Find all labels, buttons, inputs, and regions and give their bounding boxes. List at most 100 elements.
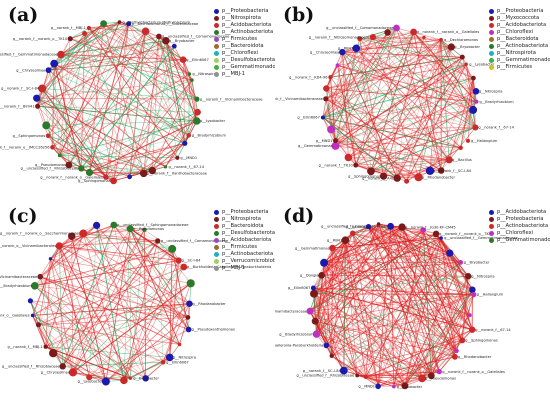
positive-edge xyxy=(41,88,107,178)
negative-edge xyxy=(322,98,326,118)
network-node xyxy=(103,174,109,180)
network-node xyxy=(469,326,476,333)
network-node xyxy=(437,167,445,174)
positive-edge xyxy=(60,54,144,174)
positive-edge xyxy=(387,32,474,79)
positive-edge xyxy=(325,98,461,149)
node-label: g__Bacillus xyxy=(452,158,472,162)
positive-edge xyxy=(38,303,190,326)
positive-edge xyxy=(356,46,452,49)
positive-edge xyxy=(325,98,476,128)
node-label: g__unclassified_f__Rhizobiaceae xyxy=(21,167,79,171)
network-node xyxy=(459,54,465,60)
node-label: g__Burkholderia-Caballeronia-Paraburkhol… xyxy=(187,265,272,269)
positive-edge xyxy=(462,315,470,341)
positive-edge xyxy=(456,294,475,351)
node-label: g__Pseudomonas xyxy=(35,163,66,167)
positive-edge xyxy=(322,39,442,118)
positive-edge xyxy=(309,226,369,312)
positive-edge xyxy=(404,375,432,386)
positive-edge xyxy=(52,228,131,354)
positive-edge xyxy=(377,252,450,387)
node-label: g__norank_f__Vicinamibacteraceae xyxy=(275,97,324,101)
positive-edge xyxy=(37,105,197,122)
positive-edge xyxy=(332,237,442,249)
network-node xyxy=(48,257,53,261)
positive-edge xyxy=(72,283,191,373)
positive-edge xyxy=(36,98,47,126)
node-label: g__unclassified_f__Comamonadaceae xyxy=(161,239,229,243)
negative-edge xyxy=(335,77,474,147)
positive-edge xyxy=(462,57,476,128)
positive-edge xyxy=(113,224,190,304)
legend-swatch xyxy=(214,44,219,49)
positive-edge xyxy=(323,262,473,330)
network-node xyxy=(186,300,193,307)
positive-edge xyxy=(365,376,394,387)
positive-edge xyxy=(355,127,476,166)
positive-edge xyxy=(325,98,336,141)
network-node xyxy=(165,353,174,362)
network-node xyxy=(436,368,442,375)
positive-edge xyxy=(440,237,457,351)
positive-edge xyxy=(324,262,463,341)
node-label: g__norank_f__A4b xyxy=(362,176,395,180)
positive-edge xyxy=(390,226,395,387)
network-node xyxy=(190,78,194,82)
legend-a: p__Proteobacteria p__Nitrospirota p__Acido… xyxy=(214,8,275,78)
positive-edge xyxy=(331,223,379,356)
network-node xyxy=(85,168,94,177)
positive-edge xyxy=(38,324,63,367)
positive-edge xyxy=(129,228,180,345)
positive-edge xyxy=(82,233,125,381)
positive-edge xyxy=(357,289,473,376)
network-node xyxy=(42,121,51,130)
positive-edge xyxy=(40,276,74,373)
node-label: g__Dechloromonas xyxy=(444,38,478,42)
node-label: g__norank_f__67-14 xyxy=(478,126,514,130)
positive-edge xyxy=(355,31,414,166)
positive-edge xyxy=(71,236,158,242)
negative-edge xyxy=(60,54,198,100)
positive-edge xyxy=(313,287,457,352)
positive-edge xyxy=(326,294,474,346)
network-node xyxy=(194,96,200,102)
positive-edge xyxy=(129,46,175,177)
positive-edge xyxy=(383,37,425,177)
negative-edge xyxy=(58,245,64,367)
network-node xyxy=(310,289,318,298)
negative-edge xyxy=(342,51,450,161)
legend-swatch xyxy=(489,44,494,49)
network-node xyxy=(128,376,132,380)
node-label: g__norank_f__Nitrosomonadaceae xyxy=(309,35,371,39)
positive-edge xyxy=(316,229,424,335)
positive-edge xyxy=(103,23,198,100)
node-label: g__RB41 xyxy=(338,47,353,51)
positive-edge xyxy=(321,262,461,276)
positive-edge xyxy=(30,300,189,318)
network-node xyxy=(427,372,435,380)
positive-edge xyxy=(435,233,475,295)
legend-b: p__Proteobacteria p__Myxococcota p__Acidob… xyxy=(489,8,550,71)
positive-edge xyxy=(370,159,450,172)
positive-edge xyxy=(326,63,467,89)
positive-edge xyxy=(345,240,379,387)
positive-edge xyxy=(335,140,461,149)
positive-edge xyxy=(59,23,129,156)
positive-edge xyxy=(157,240,191,284)
positive-edge xyxy=(342,51,477,103)
positive-edge xyxy=(315,320,455,358)
node-label: g__norank_f__KD4-96 xyxy=(289,75,328,79)
node-label: g__norank_f__norank_o__Gaiellales xyxy=(442,370,505,374)
positive-edge xyxy=(34,285,170,358)
node-label: g__Bryobacter xyxy=(133,376,159,380)
node-label: g__unclassified_f__Gemmatimonadaceae xyxy=(0,53,59,57)
positive-edge xyxy=(40,276,189,330)
network-node xyxy=(168,244,177,253)
legend-item: p__Proteobacteria xyxy=(489,8,550,15)
positive-edge xyxy=(113,31,147,181)
legend-label: p__Actinobacteriota xyxy=(222,29,274,35)
positive-edge xyxy=(365,237,442,378)
positive-edge xyxy=(34,285,190,304)
positive-edge xyxy=(182,59,198,122)
